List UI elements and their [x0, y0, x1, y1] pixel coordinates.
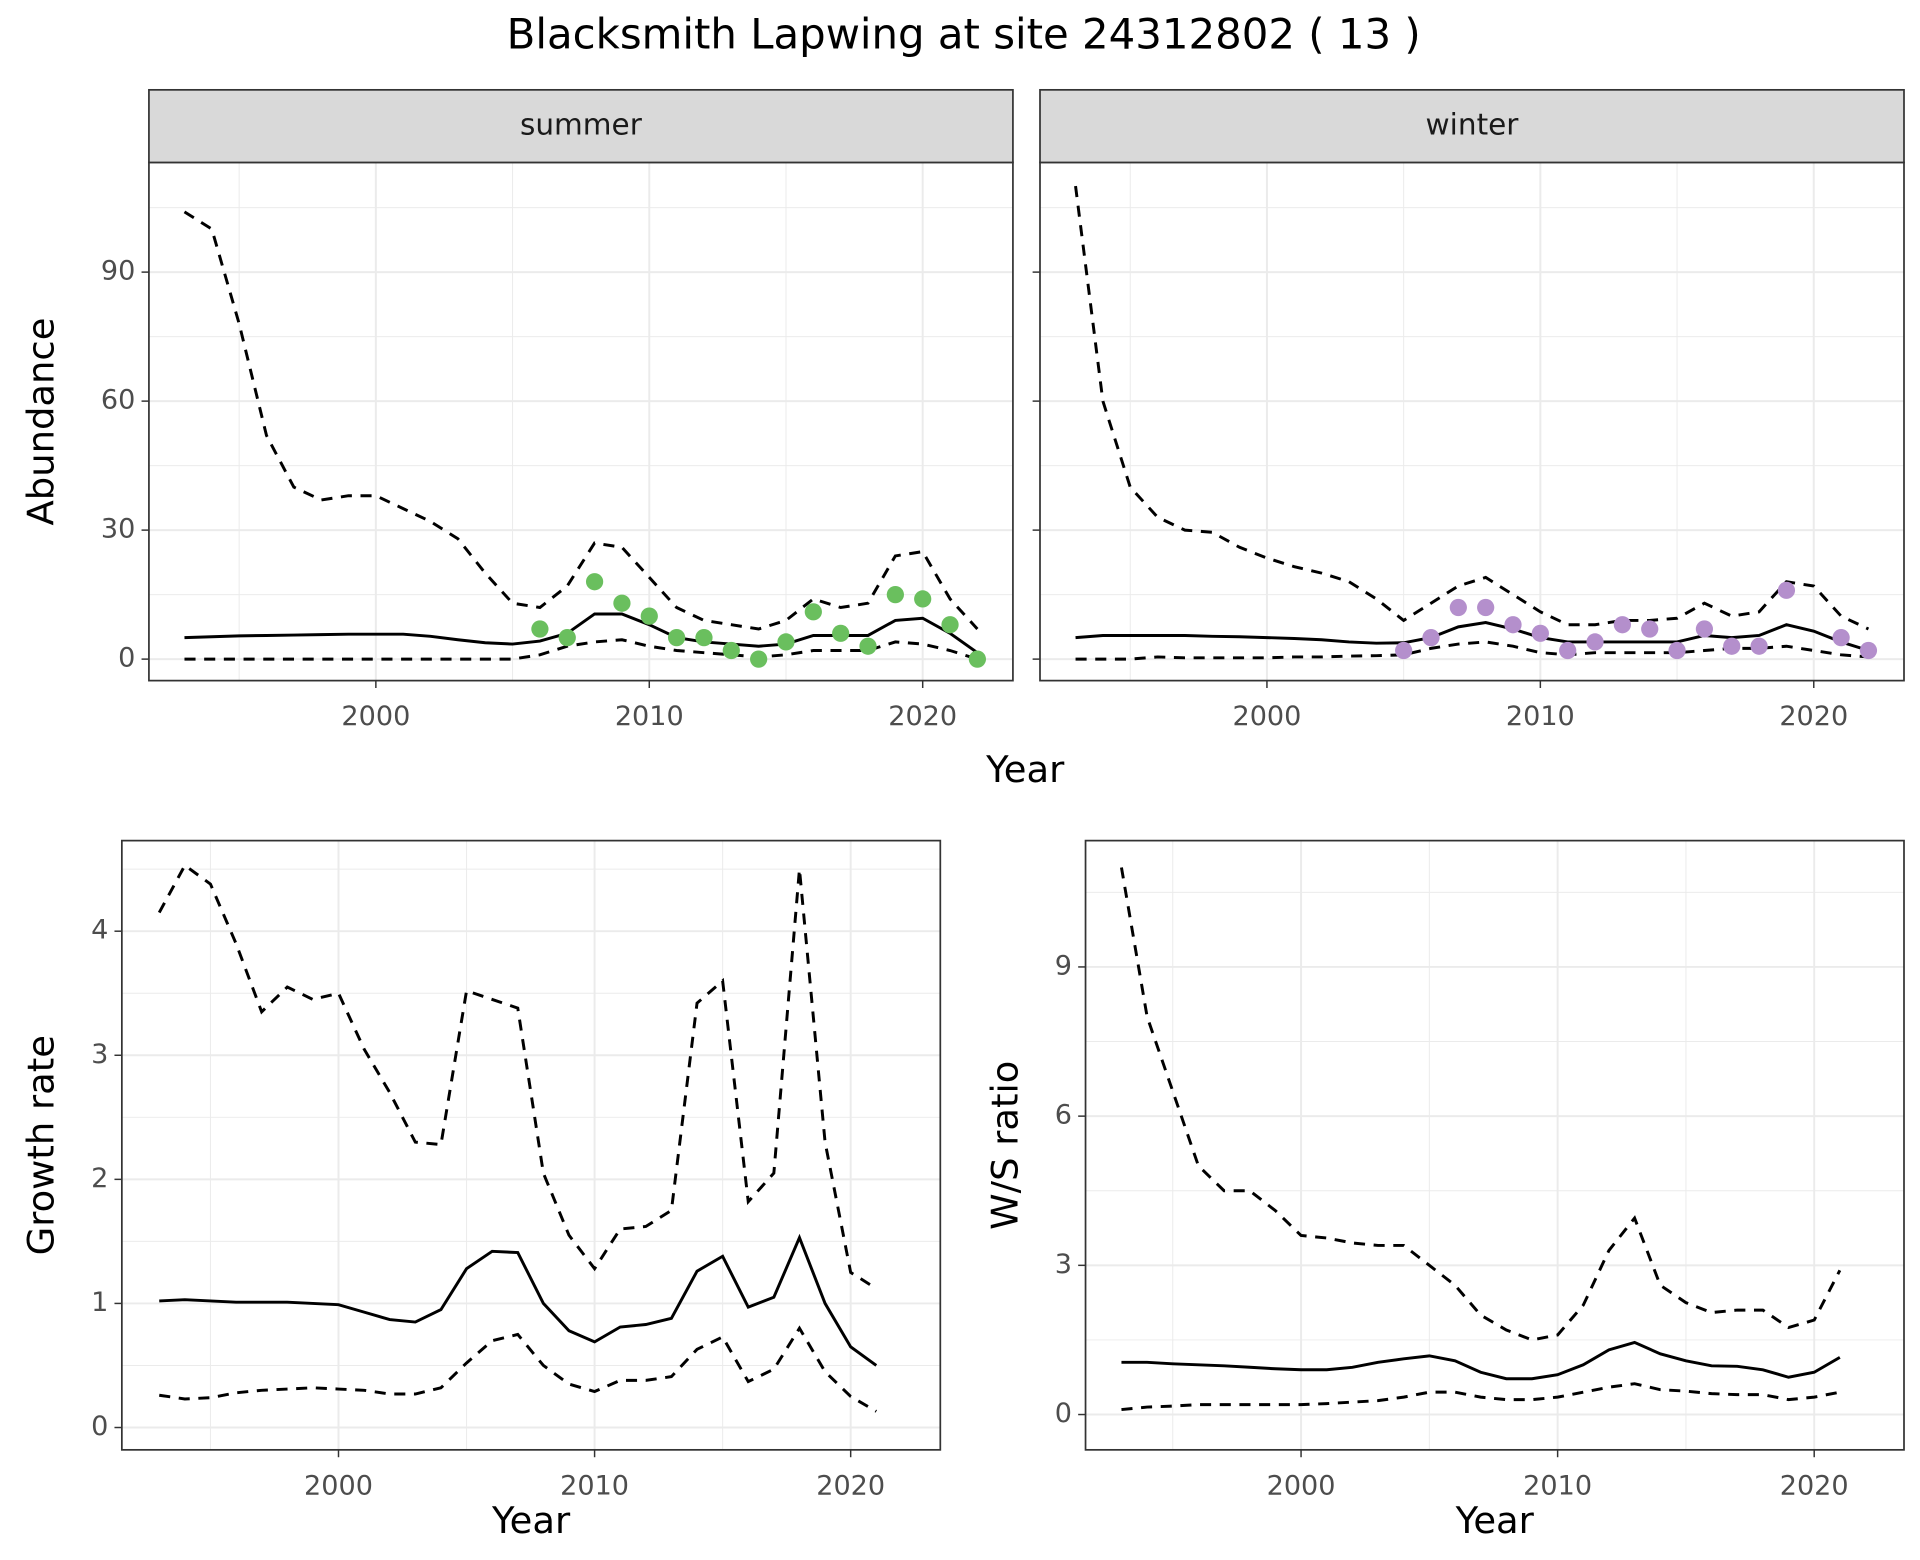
data-point: [1504, 616, 1522, 634]
data-point: [613, 594, 631, 612]
data-point: [1777, 581, 1796, 599]
data-point: [640, 607, 658, 625]
interval-line: [1121, 1382, 1841, 1412]
x-axis-title: Year: [491, 1499, 571, 1542]
interval-line: [183, 210, 979, 631]
data-point: [1586, 633, 1604, 651]
y-tick-label: 60: [101, 385, 135, 416]
y-tick-label: 0: [91, 1411, 108, 1442]
plot-area: [1085, 840, 1904, 1450]
interval-line: [157, 863, 878, 1290]
data-point: [1832, 628, 1850, 647]
data-point: [804, 603, 822, 621]
y-tick-label: 2: [91, 1163, 108, 1194]
data-point: [832, 624, 850, 642]
data-point: [1477, 598, 1495, 617]
x-tick-label: 2000: [1267, 1470, 1336, 1501]
x-tick-label: 2010: [560, 1470, 629, 1501]
interval-line: [1075, 640, 1869, 661]
data-point: [558, 628, 576, 647]
y-tick-label: 4: [91, 915, 108, 946]
x-tick-label: 2000: [304, 1470, 373, 1501]
data-point: [585, 573, 604, 591]
trend-line: [1121, 1340, 1841, 1381]
y-axis-title: Abundance: [20, 318, 63, 526]
data-point: [968, 650, 986, 668]
y-tick-label: 3: [1055, 1249, 1072, 1280]
data-point: [750, 650, 768, 668]
data-point: [914, 590, 932, 608]
trend-line: [1075, 621, 1869, 652]
data-point: [941, 616, 959, 634]
x-tick-label: 2020: [1780, 1470, 1849, 1501]
figure-title: Blacksmith Lapwing at site 24312802 ( 13…: [507, 9, 1421, 58]
y-tick-label: 0: [1055, 1398, 1072, 1429]
data-point: [531, 620, 549, 638]
data-point: [1449, 598, 1467, 617]
data-point: [1723, 637, 1741, 655]
y-tick-label: 30: [101, 514, 135, 545]
data-point: [695, 628, 713, 647]
y-axis-title: Growth rate: [20, 1035, 63, 1255]
interval-line: [1074, 185, 1870, 631]
interval-line: [1119, 867, 1842, 1342]
x-tick-label: 2020: [816, 1470, 885, 1501]
data-point: [1859, 641, 1878, 660]
y-axis-title: W/S ratio: [983, 1061, 1026, 1230]
y-tick-label: 6: [1055, 1100, 1072, 1131]
x-tick-label: 2010: [615, 701, 684, 732]
data-point: [1531, 624, 1549, 642]
panel: 2000 2010 2020 0 1 2 3 4 Growth rate Year: [20, 839, 942, 1542]
data-point: [886, 585, 904, 604]
x-tick-label: 2000: [1232, 701, 1301, 732]
y-tick-label: 0: [118, 643, 135, 674]
plot-area: [1040, 162, 1904, 681]
x-tick-label: 2000: [341, 701, 410, 732]
data-point: [1641, 620, 1659, 638]
facet-label: summer: [520, 108, 643, 142]
interval-line: [159, 1325, 878, 1413]
x-tick-label: 2010: [1523, 1470, 1592, 1501]
panel: 2000 2010 2020 0 30 60 90 summer Abundance: [20, 88, 1014, 732]
panel: 2000 2010 2020 winter: [1032, 88, 1905, 732]
x-axis-title: Year: [985, 748, 1065, 791]
plot-area: [148, 162, 1013, 681]
facet-strip: [148, 88, 1014, 164]
facet-label: winter: [1426, 108, 1520, 142]
y-tick-label: 9: [1055, 950, 1072, 981]
trend-line: [159, 1233, 878, 1367]
data-point: [1750, 637, 1768, 655]
y-tick-label: 90: [101, 256, 135, 287]
data-point: [668, 628, 686, 647]
data-point: [722, 641, 740, 660]
y-tick-label: 1: [91, 1287, 108, 1318]
facet-strip: [1039, 88, 1905, 164]
data-point: [859, 637, 877, 655]
panel: 2000 2010 2020 0 3 6 9 W/S ratio Year: [983, 839, 1905, 1542]
x-tick-label: 2020: [1779, 701, 1848, 732]
x-axis-title: Year: [1455, 1499, 1535, 1542]
data-point: [1395, 641, 1413, 660]
panel-border: [1084, 839, 1905, 1451]
y-tick-label: 3: [91, 1039, 108, 1070]
x-tick-label: 2020: [888, 701, 957, 732]
x-tick-label: 2010: [1506, 701, 1575, 732]
data-point: [777, 633, 795, 651]
data-point: [1695, 620, 1714, 638]
data-point: [1668, 641, 1686, 660]
interval-line: [184, 638, 978, 661]
panel-border: [120, 839, 942, 1451]
data-point: [1559, 641, 1577, 660]
data-point: [1422, 628, 1440, 647]
data-point: [1613, 616, 1631, 634]
